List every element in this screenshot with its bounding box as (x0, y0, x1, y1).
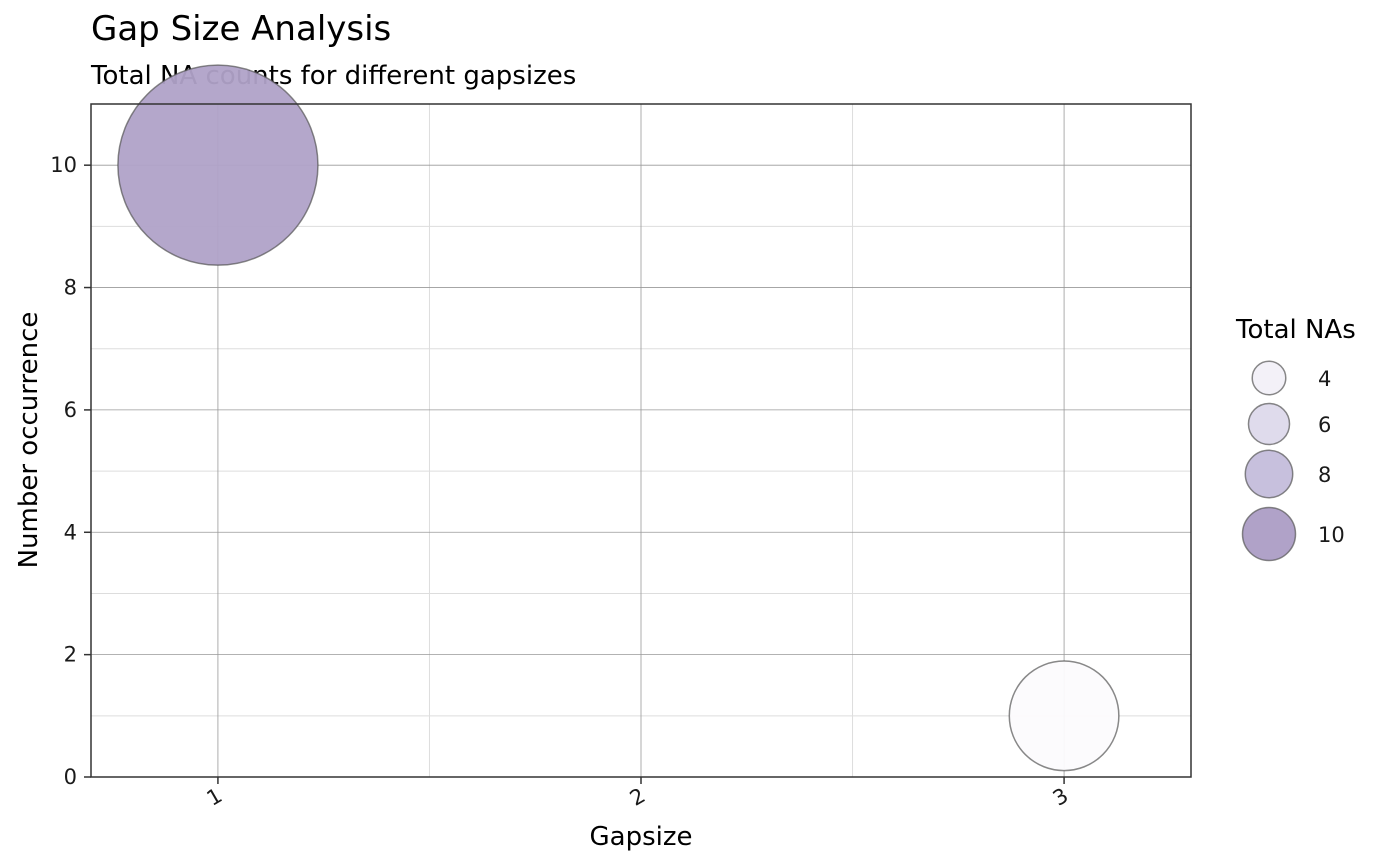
x-tick-labels: 1 2 3 (203, 783, 1073, 810)
y-axis-label: Number occurrence (14, 312, 44, 569)
chart-title: Gap Size Analysis (91, 9, 391, 49)
y-tick-labels: 0 2 4 6 8 10 (50, 153, 77, 789)
legend: Total NAs 4 6 8 10 (1235, 315, 1356, 562)
y-tick-label: 8 (64, 276, 77, 300)
legend-label: 8 (1318, 463, 1331, 487)
y-tick-label: 0 (64, 765, 77, 789)
legend-swatch (1244, 449, 1294, 499)
x-axis-label: Gapsize (590, 822, 693, 852)
legend-swatch (1247, 402, 1291, 446)
y-tick-label: 4 (64, 520, 77, 544)
x-tick-label: 1 (203, 783, 227, 810)
y-tick-label: 6 (64, 398, 77, 422)
legend-label: 4 (1318, 367, 1331, 391)
legend-swatch (1241, 506, 1297, 562)
legend-swatch (1251, 360, 1287, 396)
legend-label: 6 (1318, 413, 1331, 437)
y-tick-label: 2 (64, 643, 77, 667)
x-tick-label: 2 (626, 783, 650, 810)
data-point-bubble (1008, 660, 1120, 772)
axis-ticks (84, 164, 1065, 784)
y-tick-label: 10 (50, 153, 77, 177)
data-points (117, 64, 1120, 772)
data-point-bubble (117, 64, 319, 266)
legend-label: 10 (1318, 523, 1345, 547)
legend-title: Total NAs (1235, 315, 1356, 345)
x-tick-label: 3 (1049, 783, 1073, 810)
